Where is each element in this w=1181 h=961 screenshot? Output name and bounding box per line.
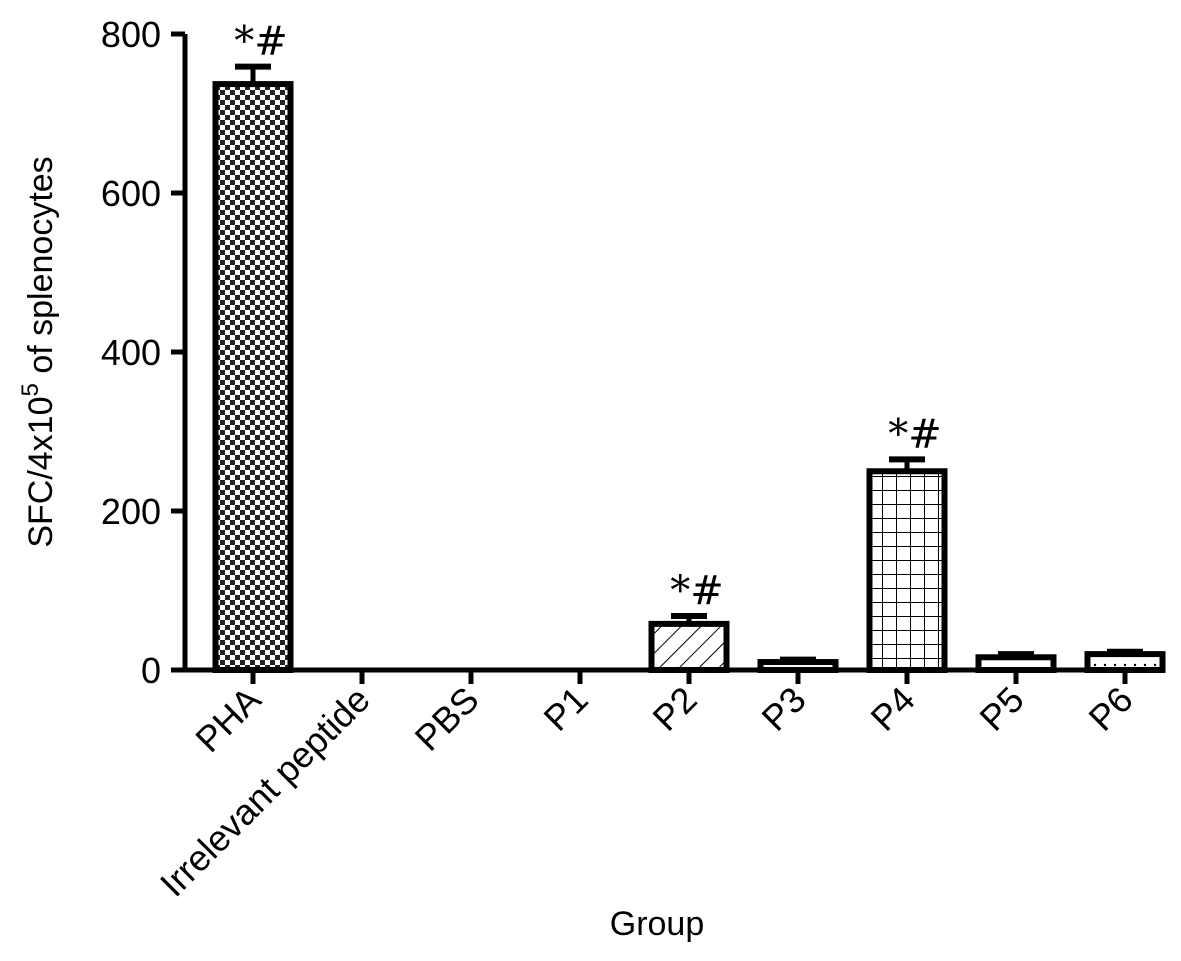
y-tick-label: 800 <box>101 14 161 55</box>
bar <box>648 620 730 674</box>
y-axis-title: SFC/4x105 of splenocytes <box>17 156 60 547</box>
y-tick-label: 400 <box>101 332 161 373</box>
bar <box>212 81 294 673</box>
significance-annotation: *# <box>888 411 942 457</box>
x-tick-label: P4 <box>863 679 923 739</box>
x-tick-label: PHA <box>187 679 268 760</box>
y-tick-label: 600 <box>101 173 161 214</box>
x-tick-label: Irrelevant peptide <box>152 679 378 905</box>
x-tick-label: P1 <box>536 679 596 739</box>
x-axis-title: Group <box>610 905 705 943</box>
y-tick-label: 0 <box>141 650 161 691</box>
significance-annotation: *# <box>234 19 288 65</box>
significance-annotation: *# <box>670 568 724 614</box>
y-axis-title-group: SFC/4x105 of splenocytes <box>17 156 60 547</box>
x-tick-label: P6 <box>1081 679 1141 739</box>
y-axis: 0 200 400 600 800 <box>101 14 188 691</box>
x-tick-label: P3 <box>754 679 814 739</box>
y-tick-label: 200 <box>101 491 161 532</box>
x-tick-label: P5 <box>972 679 1032 739</box>
y-axis-title-main: SFC/4x10 <box>22 396 60 547</box>
x-tick-label: PBS <box>407 679 487 759</box>
y-axis-title-suffix: of splenocytes <box>22 156 60 383</box>
y-axis-title-superscript: 5 <box>17 383 44 396</box>
bars-group: *# *# *# <box>212 19 1166 674</box>
bar <box>866 468 948 673</box>
x-tick-label: P2 <box>645 679 705 739</box>
